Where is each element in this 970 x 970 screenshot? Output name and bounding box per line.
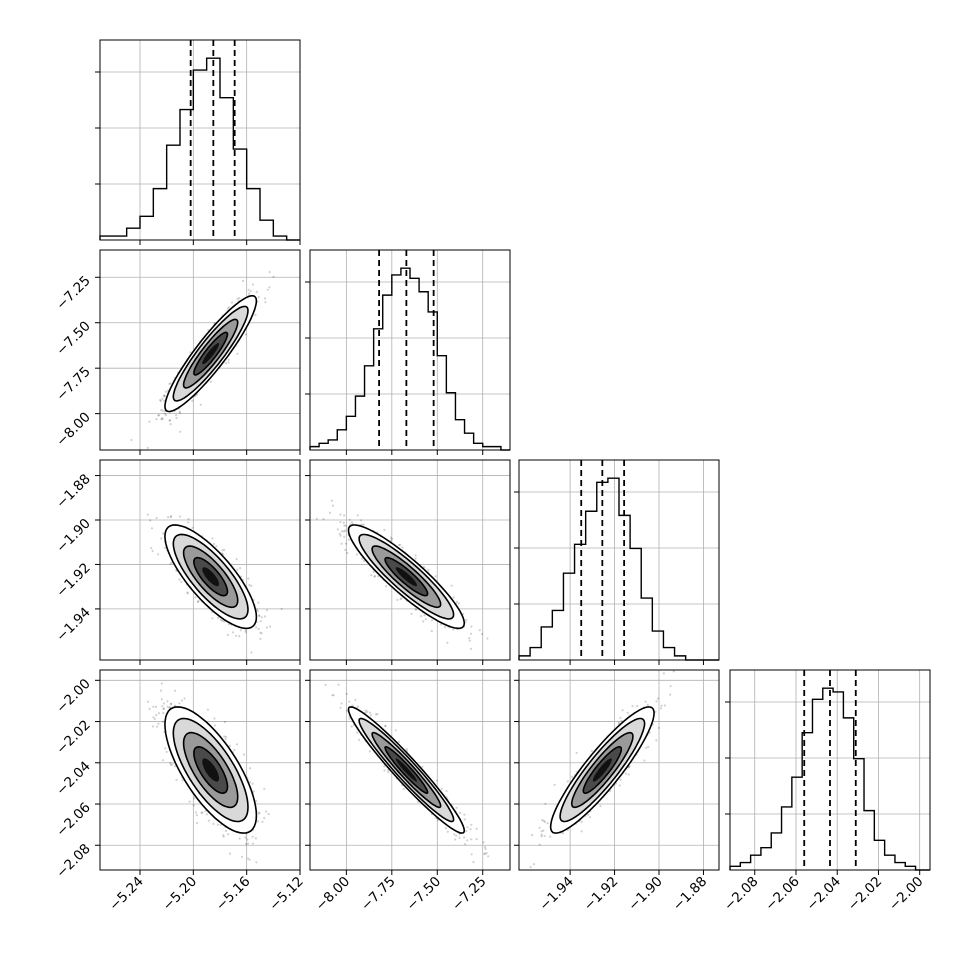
contour-line	[384, 745, 429, 795]
y-tick-label: −2.00	[53, 676, 94, 717]
density-fill-core	[202, 343, 220, 365]
contour-line	[172, 533, 249, 620]
contour-line	[358, 717, 455, 823]
x-tick-label: −2.06	[762, 874, 803, 915]
x-tick-label: −7.25	[449, 874, 490, 915]
y-tick-label: −7.25	[53, 273, 94, 314]
contour-line	[347, 524, 466, 630]
y-tick-label: −1.88	[53, 471, 94, 512]
axis-frame	[99, 249, 301, 451]
contour-line	[371, 731, 442, 809]
x-tick-label: −2.02	[845, 874, 886, 915]
density-panel-1-3	[305, 669, 511, 875]
x-tick-label: −2.04	[803, 874, 844, 915]
contour-line	[182, 318, 239, 389]
histogram-bar	[729, 687, 930, 871]
y-tick-label: −7.50	[53, 318, 94, 359]
histogram-bar	[99, 57, 300, 241]
contour-line	[182, 731, 239, 809]
contour-line	[371, 545, 442, 609]
axis-frame	[309, 249, 511, 451]
x-tick-label: −1.92	[581, 874, 622, 915]
density-content	[529, 670, 675, 869]
density-fill-core	[395, 758, 417, 782]
density-content	[324, 683, 490, 864]
axis-frame	[518, 669, 720, 871]
density-fill-core	[395, 567, 417, 587]
axis-frame	[309, 669, 511, 871]
density-content	[130, 270, 275, 449]
contour-line	[347, 706, 466, 834]
density-content	[146, 682, 270, 864]
x-tick-label: −2.08	[721, 874, 762, 915]
y-tick-label: −2.06	[53, 800, 94, 841]
axis-frame	[99, 39, 301, 241]
density-panel-1-2	[305, 459, 511, 665]
x-tick-label: −5.12	[266, 874, 307, 915]
axis-frame	[729, 669, 931, 871]
x-tick-label: −1.88	[670, 874, 711, 915]
density-panel-0-1	[95, 249, 301, 455]
contour-line	[193, 556, 229, 597]
x-tick-label: −7.50	[404, 874, 445, 915]
y-tick-label: −2.04	[53, 758, 94, 799]
axis-frame	[99, 459, 301, 661]
density-panel-2-3	[514, 669, 720, 875]
x-tick-label: −1.94	[536, 874, 577, 915]
contour-line	[384, 556, 429, 597]
x-tick-label: −5.16	[213, 874, 254, 915]
histogram-bar	[518, 477, 719, 661]
density-fill-core	[202, 758, 220, 782]
contour-line	[559, 717, 646, 823]
y-tick-label: −1.92	[53, 560, 94, 601]
x-tick-label: −2.00	[886, 874, 927, 915]
contour-line	[358, 533, 455, 620]
histogram-bar	[309, 267, 510, 451]
axis-frame	[518, 459, 720, 661]
contour-line	[570, 731, 634, 809]
x-tick-label: −7.75	[358, 874, 399, 915]
contour-line	[549, 706, 655, 834]
histogram-panel-0	[95, 39, 301, 245]
y-tick-label: −7.75	[53, 364, 94, 405]
x-tick-label: −5.24	[106, 874, 147, 915]
y-tick-label: −1.90	[53, 516, 94, 557]
axis-frame	[309, 459, 511, 661]
density-panel-0-2	[95, 459, 301, 665]
axis-frame	[99, 669, 301, 871]
contour-line	[182, 545, 239, 609]
density-content	[146, 513, 283, 654]
density-fill-core	[592, 758, 612, 782]
x-tick-label: −5.20	[160, 874, 201, 915]
density-content	[315, 499, 489, 650]
contour-line	[164, 706, 258, 834]
x-tick-label: −8.00	[313, 874, 354, 915]
contour-line	[193, 331, 229, 376]
x-tick-label: −1.90	[625, 874, 666, 915]
histogram-panel-2	[514, 459, 720, 665]
contour-line	[172, 305, 249, 402]
y-tick-label: −2.08	[53, 841, 94, 882]
histogram-panel-1	[305, 249, 511, 455]
y-tick-label: −1.94	[53, 604, 94, 645]
contour-line	[164, 295, 258, 413]
contour-line	[193, 745, 229, 795]
contour-line	[582, 746, 623, 794]
contour-line	[164, 524, 258, 630]
y-tick-label: −2.02	[53, 717, 94, 758]
density-panel-0-3	[95, 669, 301, 875]
density-fill-core	[202, 567, 220, 587]
histogram-panel-3	[725, 669, 931, 875]
y-tick-label: −8.00	[53, 409, 94, 450]
contour-line	[172, 717, 249, 823]
